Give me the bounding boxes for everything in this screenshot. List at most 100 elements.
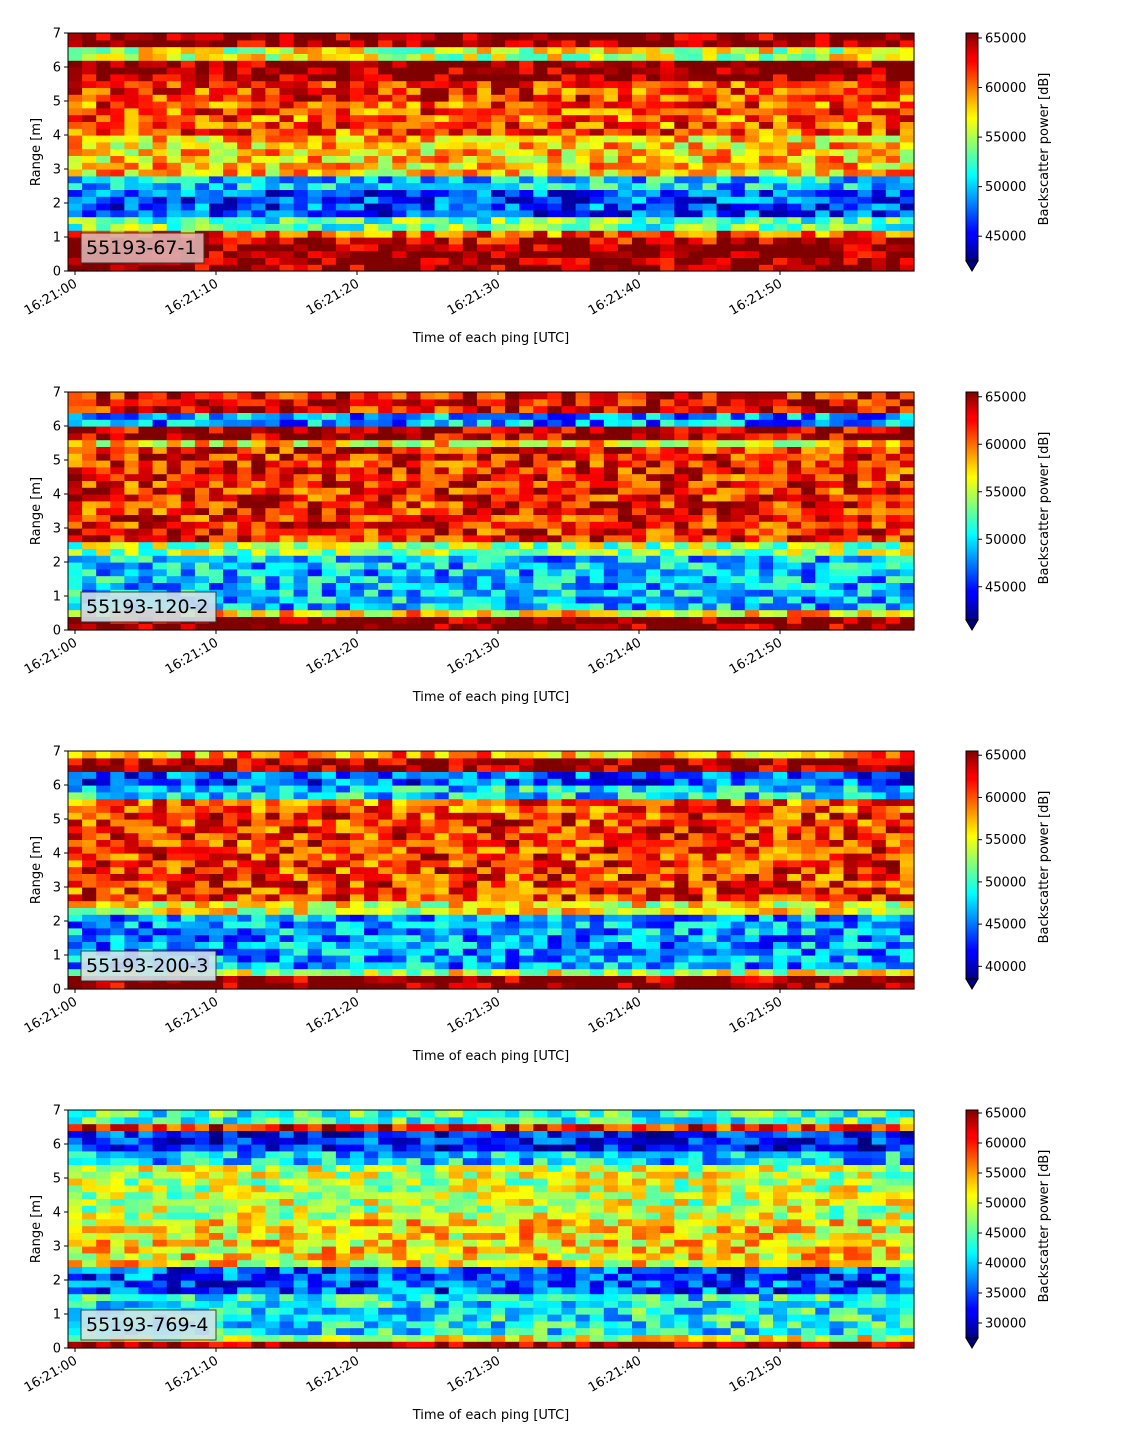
heatmap-cell — [350, 209, 365, 218]
heatmap-cell — [632, 141, 647, 150]
heatmap-cell — [378, 521, 393, 529]
heatmap-cell — [476, 439, 492, 447]
heatmap-cell — [773, 568, 788, 577]
heatmap-cell — [589, 87, 605, 95]
heatmap-cell — [293, 243, 309, 252]
heatmap-cell — [617, 528, 633, 536]
heatmap-cell — [335, 94, 351, 102]
heatmap-cell — [773, 473, 788, 481]
heatmap-cell — [702, 466, 718, 475]
heatmap-cell — [787, 80, 802, 88]
heatmap-cell — [773, 209, 788, 218]
heatmap-cell — [575, 67, 591, 75]
heatmap-cell — [335, 264, 351, 272]
heatmap-cell — [392, 94, 407, 102]
heatmap-cell — [209, 866, 224, 874]
heatmap-cell — [166, 33, 182, 41]
heatmap-cell — [688, 169, 704, 177]
heatmap-cell — [533, 80, 548, 88]
heatmap-cell — [758, 196, 774, 204]
heatmap-cell — [335, 101, 351, 109]
heatmap-cell — [406, 507, 422, 515]
heatmap-cell — [378, 575, 393, 583]
heatmap-cell — [350, 453, 365, 461]
heatmap-cell — [364, 182, 379, 190]
heatmap-cell — [378, 87, 393, 95]
heatmap-cell — [321, 203, 337, 211]
heatmap-cell — [871, 189, 887, 197]
heatmap-cell — [787, 121, 802, 129]
heatmap-cell — [96, 33, 111, 41]
heatmap-cell — [152, 859, 168, 868]
heatmap-cell — [871, 128, 887, 136]
heatmap-cell — [476, 175, 492, 184]
heatmap-cell — [871, 446, 887, 454]
heatmap-cell — [857, 616, 873, 624]
heatmap-cell — [773, 609, 788, 617]
heatmap-cell — [194, 880, 210, 888]
heatmap-cell — [237, 33, 252, 41]
heatmap-cell — [519, 453, 534, 461]
heatmap-cell — [209, 534, 224, 543]
heatmap-cell — [491, 575, 506, 583]
heatmap-cell — [279, 223, 295, 231]
heatmap-cell — [491, 616, 506, 624]
heatmap-cell — [307, 555, 323, 563]
heatmap-cell — [138, 514, 154, 522]
heatmap-cell — [575, 616, 591, 624]
heatmap-cell — [251, 398, 266, 407]
heatmap-cell — [420, 182, 436, 190]
heatmap-cell — [293, 148, 309, 156]
heatmap-cell — [787, 141, 802, 150]
heatmap-cell — [152, 785, 168, 793]
heatmap-cell — [82, 398, 97, 407]
heatmap-cell — [843, 500, 859, 509]
heatmap-cell — [293, 46, 309, 54]
heatmap-cell — [321, 948, 337, 956]
heatmap-cell — [885, 426, 901, 434]
heatmap-cell — [237, 609, 252, 617]
heatmap-cell — [124, 500, 140, 509]
label-box: 55193-67-1 — [80, 232, 205, 264]
heatmap-cell — [223, 534, 238, 543]
heatmap-cell — [476, 101, 492, 109]
heatmap-cell — [632, 575, 647, 583]
heatmap-cell — [758, 107, 774, 116]
heatmap-cell — [82, 209, 97, 218]
heatmap-cell — [82, 189, 97, 197]
heatmap-cell — [519, 575, 534, 583]
heatmap-cell — [575, 121, 591, 129]
heatmap-cell — [152, 880, 168, 888]
heatmap-cell — [547, 405, 563, 413]
heatmap-cell — [758, 392, 774, 400]
heatmap-cell — [194, 141, 210, 150]
heatmap-cell — [646, 223, 661, 231]
heatmap-cell — [476, 514, 492, 522]
heatmap-cell — [152, 791, 168, 800]
heatmap-cell — [801, 135, 816, 143]
heatmap-cell — [138, 87, 154, 95]
heatmap-cell — [293, 866, 309, 874]
heatmap-cell — [815, 162, 830, 170]
heatmap-cell — [406, 398, 422, 407]
heatmap-cell — [519, 128, 534, 136]
heatmap-cell — [152, 87, 168, 95]
heatmap-cell — [321, 798, 337, 806]
heatmap-cell — [223, 798, 238, 806]
heatmap-cell — [138, 575, 154, 583]
heatmap-cell — [843, 175, 859, 184]
heatmap-cell — [885, 521, 901, 529]
heatmap-cell — [110, 446, 125, 454]
heatmap-cell — [321, 832, 337, 840]
heatmap-cell — [82, 46, 97, 54]
heatmap-cell — [702, 419, 718, 427]
heatmap-cell — [773, 398, 788, 407]
heatmap-cell — [237, 169, 252, 177]
heatmap-cell — [223, 148, 238, 156]
heatmap-cell — [223, 175, 238, 184]
heatmap-cell — [138, 466, 154, 475]
heatmap-cell — [632, 528, 647, 536]
heatmap-cell — [251, 839, 266, 847]
heatmap-cell — [110, 480, 125, 488]
heatmap-cell — [180, 757, 196, 766]
